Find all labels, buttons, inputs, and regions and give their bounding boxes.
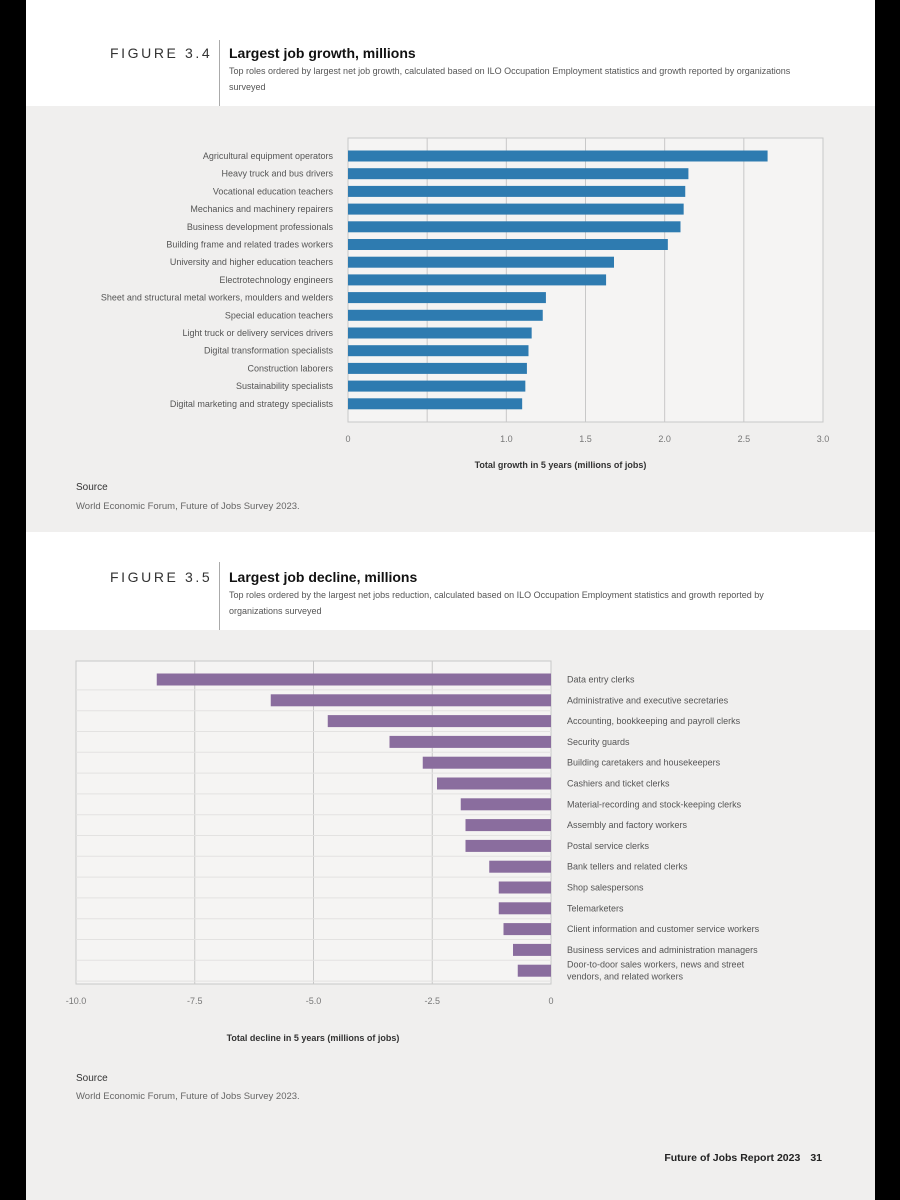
category-label: Cashiers and ticket clerks (567, 779, 670, 789)
category-label: Electrotechnology engineers (219, 275, 333, 285)
category-label: Construction laborers (247, 363, 333, 373)
bar (348, 274, 607, 286)
category-label: Building frame and related trades worker… (166, 240, 333, 250)
bar (327, 715, 551, 728)
category-label: Security guards (567, 737, 630, 747)
category-label: Accounting, bookkeeping and payroll cler… (567, 716, 741, 726)
category-label: Sheet and structural metal workers, moul… (101, 293, 334, 303)
header-divider (219, 40, 220, 106)
bar (498, 881, 551, 894)
x-tick-label: 1.5 (579, 434, 592, 444)
bar (348, 239, 668, 250)
bar (460, 798, 551, 811)
page-footer: Future of Jobs Report 2023 31 (654, 1152, 822, 1164)
figure-label: FIGURE 3.4 (110, 45, 213, 61)
page-number: 31 (810, 1152, 822, 1164)
category-label: Material-recording and stock-keeping cle… (567, 799, 742, 809)
bar (348, 380, 526, 392)
report-page: FIGURE 3.4 Largest job growth, millions … (26, 0, 875, 1200)
category-label: Bank tellers and related clerks (567, 862, 688, 872)
category-label: Light truck or delivery services drivers (182, 328, 333, 338)
x-tick-label: 0 (548, 996, 553, 1006)
bar (348, 150, 768, 162)
bar (498, 902, 551, 915)
category-label: Vocational education teachers (213, 186, 334, 196)
bar (503, 923, 551, 936)
figure-subtitle: Top roles ordered by the largest net job… (229, 590, 764, 616)
x-tick-label: -10.0 (66, 996, 87, 1006)
x-tick-label: 3.0 (817, 434, 830, 444)
x-axis-title: Total growth in 5 years (millions of job… (475, 460, 647, 470)
category-label: Heavy truck and bus drivers (221, 169, 333, 179)
decline-chart: -10.0 -7.5 -5.0 -2.5 0 Data entry clerks Admin… (66, 660, 760, 1043)
x-tick-label: 2.0 (658, 434, 671, 444)
figure-header: FIGURE 3.5 Largest job decline, millions… (26, 532, 875, 630)
report-name: Future of Jobs Report 2023 (664, 1152, 801, 1164)
category-label: Business services and administration man… (567, 945, 758, 955)
category-label: Business development professionals (187, 222, 334, 232)
bar (465, 839, 551, 852)
source-heading: Source (76, 1073, 108, 1084)
category-label: Mechanics and machinery repairers (190, 204, 333, 214)
figure-title: Largest job growth, millions (229, 45, 416, 61)
x-axis-title: Total decline in 5 years (millions of jo… (227, 1033, 400, 1043)
bar (270, 694, 551, 707)
category-label: Assembly and factory workers (567, 820, 688, 830)
source-text: World Economic Forum, Future of Jobs Sur… (76, 501, 300, 512)
category-label: Digital transformation specialists (204, 346, 334, 356)
figure-label: FIGURE 3.5 (110, 569, 213, 585)
bar (348, 168, 689, 180)
bar (348, 221, 681, 233)
bar (348, 292, 546, 304)
category-label: Postal service clerks (567, 841, 650, 851)
growth-chart: 0 1.0 1.5 2.0 2.5 3.0 Agricultural equipment o… (101, 137, 830, 470)
bar (348, 309, 543, 321)
x-tick-label: 1.0 (500, 434, 513, 444)
category-label: Administrative and executive secretaries (567, 695, 729, 705)
figure-subtitle: Top roles ordered by largest net job gro… (229, 66, 791, 92)
bar (348, 327, 532, 339)
bar (348, 398, 523, 410)
bar (437, 777, 551, 790)
header-divider (219, 562, 220, 630)
category-label: Shop salespersons (567, 883, 644, 893)
source-heading: Source (76, 482, 108, 493)
category-label: Data entry clerks (567, 675, 635, 685)
figure-title: Largest job decline, millions (229, 569, 418, 585)
x-tick-label: 2.5 (738, 434, 751, 444)
bar (465, 819, 551, 832)
bar (348, 256, 614, 268)
category-label: Building caretakers and housekeepers (567, 758, 721, 768)
bar (389, 735, 551, 748)
bar (517, 964, 551, 977)
category-label: Client information and customer service … (567, 924, 760, 934)
bar (422, 756, 551, 769)
source-text: World Economic Forum, Future of Jobs Sur… (76, 1091, 300, 1102)
x-tick-label: 0 (345, 434, 350, 444)
bar (513, 943, 551, 956)
category-label: Digital marketing and strategy specialis… (170, 399, 334, 409)
x-tick-label: -5.0 (306, 996, 322, 1006)
figure-header: FIGURE 3.4 Largest job growth, millions … (26, 0, 875, 106)
bar (348, 362, 527, 374)
bar (156, 673, 551, 686)
bar (348, 185, 686, 197)
category-label: Telemarketers (567, 903, 624, 913)
category-label: University and higher education teachers (170, 257, 334, 267)
x-tick-label: -2.5 (424, 996, 440, 1006)
category-label: Agricultural equipment operators (203, 151, 334, 161)
category-label: Sustainability specialists (236, 381, 334, 391)
category-label: Special education teachers (225, 310, 334, 320)
category-label: Door-to-door sales workers, news and str… (567, 960, 745, 982)
bar (489, 860, 551, 873)
x-tick-label: -7.5 (187, 996, 203, 1006)
bar (348, 345, 529, 357)
bar (348, 203, 684, 215)
